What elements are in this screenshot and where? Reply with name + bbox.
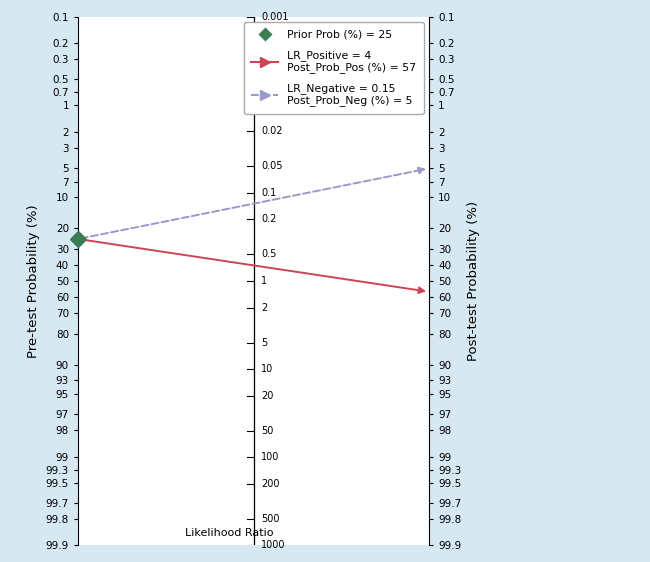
Text: 1: 1: [261, 276, 267, 286]
Text: 0.001: 0.001: [261, 12, 289, 22]
Text: 0.02: 0.02: [261, 126, 283, 137]
Text: 1000: 1000: [261, 540, 286, 550]
Text: 5: 5: [261, 338, 267, 347]
Text: 0.5: 0.5: [261, 250, 277, 260]
Text: 0.005: 0.005: [261, 74, 289, 83]
Text: 100: 100: [261, 452, 280, 462]
Y-axis label: Pre-test Probability (%): Pre-test Probability (%): [27, 204, 40, 358]
Text: 500: 500: [261, 514, 280, 524]
Text: 200: 200: [261, 479, 280, 488]
Legend: Prior Prob (%) = 25, LR_Positive = 4
Post_Prob_Pos (%) = 57, LR_Negative = 0.15
: Prior Prob (%) = 25, LR_Positive = 4 Pos…: [244, 22, 424, 114]
Text: Likelihood Ratio: Likelihood Ratio: [185, 528, 273, 538]
Text: 0.002: 0.002: [261, 38, 289, 48]
Text: 50: 50: [261, 425, 274, 436]
Text: 10: 10: [261, 364, 274, 374]
Text: 0.05: 0.05: [261, 161, 283, 171]
Text: 20: 20: [261, 391, 274, 401]
Text: 0.1: 0.1: [261, 188, 276, 198]
Text: 2: 2: [261, 302, 267, 312]
Y-axis label: Post-test Probability (%): Post-test Probability (%): [467, 201, 480, 361]
Text: 0.01: 0.01: [261, 100, 283, 110]
Text: 0.2: 0.2: [261, 215, 277, 224]
